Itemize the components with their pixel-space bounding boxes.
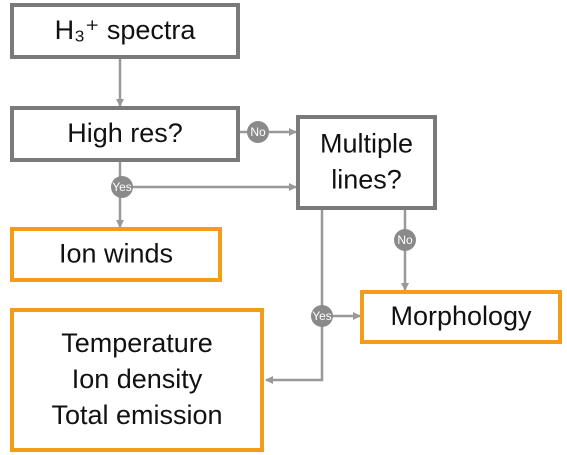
edge-label: Yes <box>312 309 332 323</box>
node-box <box>10 227 222 282</box>
edge-badge <box>394 229 416 251</box>
nodes: H₃⁺ spectra High res? Multiple lines? Ion wi… <box>10 3 562 452</box>
node-label: Temperature <box>61 328 213 358</box>
node-box <box>360 290 562 344</box>
node-label: Ion winds <box>59 239 173 269</box>
node-label: Ion density <box>72 364 203 394</box>
node-label: High res? <box>67 118 183 148</box>
edge-badge <box>311 305 333 327</box>
node-label: H₃⁺ spectra <box>55 15 197 45</box>
node-box <box>10 106 240 162</box>
node-box <box>296 115 437 210</box>
node-label: lines? <box>331 165 402 195</box>
node-label: Multiple <box>320 129 413 159</box>
edge-label: No <box>397 233 413 247</box>
edge-labels: No Yes No Yes <box>111 121 416 327</box>
edge <box>265 208 324 384</box>
edge-label: Yes <box>112 180 132 194</box>
node-box <box>10 308 264 452</box>
edge-badge <box>111 176 133 198</box>
edge-badge <box>247 121 269 143</box>
edge-label: No <box>250 125 266 139</box>
node-label: Total emission <box>51 400 222 430</box>
node-label: Morphology <box>390 301 532 331</box>
node-box <box>10 3 240 59</box>
